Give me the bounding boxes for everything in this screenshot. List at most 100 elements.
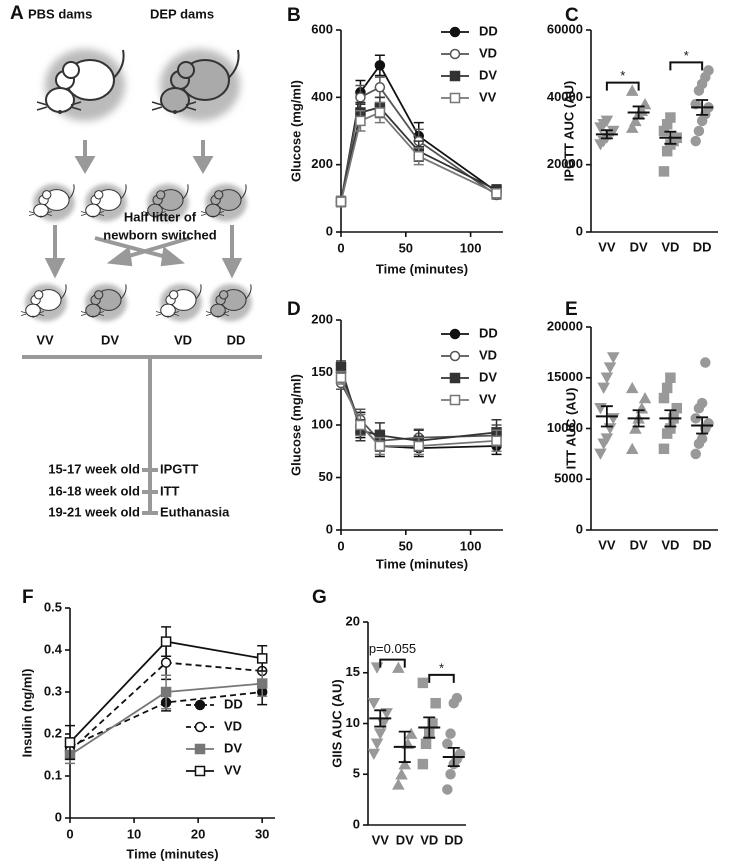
x-tick-label: 10 bbox=[127, 826, 141, 841]
y-axis-label: GIIS AUC (AU) bbox=[329, 679, 344, 767]
point bbox=[404, 727, 418, 739]
point bbox=[597, 382, 610, 394]
category-label: VV bbox=[372, 832, 390, 847]
legend-marker bbox=[449, 350, 461, 362]
legend-label: DD bbox=[479, 23, 498, 38]
legend-label: DV bbox=[479, 67, 497, 82]
sem-bar bbox=[664, 409, 677, 428]
category-label: VV bbox=[598, 239, 616, 254]
test: ITT bbox=[160, 483, 180, 498]
y-tick-label: 600 bbox=[311, 21, 333, 36]
sem-bar bbox=[447, 746, 460, 768]
sem-bar bbox=[600, 405, 613, 428]
category-label: DD bbox=[693, 239, 712, 254]
panel-label: B bbox=[287, 5, 301, 26]
sem-bar bbox=[423, 716, 436, 739]
legend-marker bbox=[194, 699, 206, 711]
category-label: VD bbox=[661, 239, 679, 254]
point bbox=[355, 115, 366, 127]
point bbox=[417, 677, 429, 689]
point bbox=[658, 392, 670, 404]
mouse bbox=[206, 284, 252, 321]
x-tick-label: 0 bbox=[337, 538, 344, 553]
point bbox=[355, 419, 366, 431]
legend-marker bbox=[194, 743, 206, 755]
y-tick-label: 0 bbox=[576, 521, 583, 536]
x-tick-label: 50 bbox=[399, 240, 413, 255]
bracket bbox=[605, 81, 640, 91]
point bbox=[442, 738, 453, 750]
point bbox=[625, 381, 639, 394]
legend-marker bbox=[449, 92, 461, 104]
y-tick-label: 150 bbox=[311, 364, 333, 379]
legend-label: DD bbox=[479, 325, 498, 340]
legend-label: DD bbox=[224, 696, 243, 711]
annotation: * bbox=[684, 48, 689, 63]
sem-bar bbox=[632, 105, 645, 120]
point bbox=[638, 392, 652, 404]
point bbox=[625, 442, 639, 455]
point bbox=[442, 784, 453, 795]
point bbox=[374, 440, 386, 452]
point bbox=[703, 418, 714, 429]
mouse bbox=[29, 184, 75, 221]
legend-label: VD bbox=[479, 45, 497, 60]
annotation: * bbox=[620, 68, 625, 83]
point bbox=[420, 738, 432, 750]
point bbox=[703, 65, 714, 76]
category-label: DV bbox=[396, 832, 414, 847]
point bbox=[625, 121, 639, 133]
y-tick-label: 15 bbox=[346, 664, 360, 679]
point bbox=[256, 653, 268, 664]
y-tick-label: 400 bbox=[311, 89, 333, 104]
point bbox=[665, 112, 676, 123]
group-label: DV bbox=[101, 332, 119, 347]
point bbox=[417, 758, 429, 770]
point bbox=[445, 728, 456, 739]
x-tick-label: 30 bbox=[255, 826, 269, 841]
y-tick-label: 0.1 bbox=[44, 767, 62, 782]
annotation: p=0.055 bbox=[369, 641, 416, 656]
category-label: DD bbox=[444, 832, 463, 847]
y-tick-label: 0 bbox=[353, 816, 360, 831]
point bbox=[451, 692, 463, 704]
point bbox=[600, 372, 614, 384]
y-tick-label: 20000 bbox=[547, 156, 583, 171]
y-axis-label: Glucose (mg/ml) bbox=[288, 374, 303, 476]
point bbox=[445, 769, 456, 780]
x-tick-label: 0 bbox=[66, 826, 73, 841]
y-tick-label: 100 bbox=[311, 416, 333, 431]
point bbox=[413, 440, 425, 452]
point bbox=[658, 166, 670, 177]
group-label: VD bbox=[174, 332, 192, 347]
point bbox=[671, 402, 683, 414]
y-tick-label: 5 bbox=[353, 766, 360, 781]
point bbox=[600, 115, 614, 127]
y-tick-label: 0 bbox=[326, 521, 333, 536]
point bbox=[690, 413, 701, 424]
point bbox=[392, 778, 405, 790]
legend-label: VD bbox=[224, 718, 242, 733]
group-label: VV bbox=[36, 332, 54, 347]
point bbox=[690, 448, 701, 460]
point bbox=[335, 372, 347, 383]
sem-bar bbox=[398, 730, 411, 763]
sem-bar bbox=[664, 130, 677, 145]
sem-bar bbox=[696, 99, 709, 116]
category-label: VD bbox=[661, 537, 679, 552]
y-tick-label: 10 bbox=[346, 715, 360, 730]
category-label: VD bbox=[420, 832, 438, 847]
point bbox=[696, 433, 708, 444]
point bbox=[700, 357, 711, 368]
legend-marker bbox=[449, 70, 461, 82]
point bbox=[491, 188, 502, 199]
y-tick-label: 200 bbox=[311, 156, 333, 171]
legend-label: VV bbox=[479, 89, 497, 104]
point bbox=[392, 661, 405, 673]
point bbox=[367, 697, 381, 710]
x-axis-label: Time (minutes) bbox=[126, 846, 218, 861]
point bbox=[335, 362, 347, 373]
category-label: DD bbox=[693, 537, 712, 552]
point bbox=[658, 443, 670, 455]
